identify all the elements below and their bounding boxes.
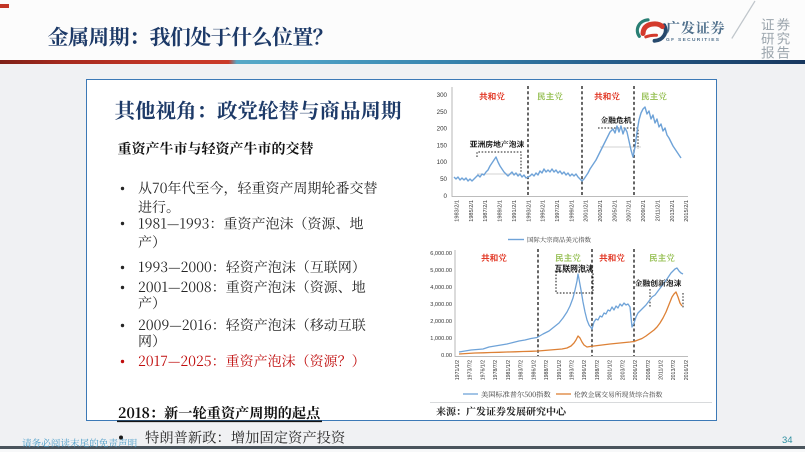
svg-text:200: 200 — [437, 126, 448, 133]
svg-text:2013/2/1: 2013/2/1 — [670, 200, 676, 222]
svg-text:2013/7/2: 2013/7/2 — [671, 360, 677, 380]
svg-text:5,000.00: 5,000.00 — [430, 268, 452, 274]
svg-text:34: 34 — [782, 435, 793, 446]
svg-text:1996/1/2: 1996/1/2 — [582, 360, 588, 380]
svg-text:1,000.00: 1,000.00 — [430, 336, 452, 342]
svg-text:150: 150 — [437, 142, 448, 149]
svg-text:2009/2/1: 2009/2/1 — [641, 200, 647, 222]
svg-text:GF SECURITIES: GF SECURITIES — [666, 37, 720, 43]
svg-text:1993/7/2: 1993/7/2 — [569, 360, 575, 380]
svg-text:2008/7/2: 2008/7/2 — [646, 360, 652, 380]
svg-text:1986/1/2: 1986/1/2 — [531, 360, 537, 380]
svg-text:1983/7/2: 1983/7/2 — [519, 360, 525, 380]
svg-text:2,000.00: 2,000.00 — [430, 319, 452, 325]
svg-text:2007/2/1: 2007/2/1 — [627, 200, 633, 222]
svg-text:2003/7/2: 2003/7/2 — [620, 360, 626, 380]
svg-text:2001/2/1: 2001/2/1 — [584, 200, 590, 222]
svg-text:1998/7/2: 1998/7/2 — [595, 360, 601, 380]
svg-text:1973/7/2: 1973/7/2 — [468, 360, 474, 380]
svg-text:0: 0 — [444, 193, 448, 200]
svg-text:1995/2/1: 1995/2/1 — [541, 200, 547, 222]
svg-text:1991/2/1: 1991/2/1 — [512, 200, 518, 222]
svg-text:1989/2/1: 1989/2/1 — [498, 200, 504, 222]
svg-text:1983/2/1: 1983/2/1 — [455, 200, 461, 222]
svg-text:2011/1/2: 2011/1/2 — [659, 360, 665, 380]
svg-text:300: 300 — [437, 92, 448, 99]
svg-text:1997/2/1: 1997/2/1 — [555, 200, 561, 222]
svg-text:1991/1/2: 1991/1/2 — [557, 360, 563, 380]
svg-text:2011/2/1: 2011/2/1 — [655, 200, 661, 221]
svg-text:1985/2/1: 1985/2/1 — [469, 200, 475, 222]
svg-text:250: 250 — [437, 109, 448, 116]
svg-text:4,000.00: 4,000.00 — [430, 285, 452, 291]
svg-text:3,000.00: 3,000.00 — [430, 302, 452, 308]
svg-text:6,000.00: 6,000.00 — [430, 251, 452, 257]
svg-text:0.00: 0.00 — [441, 353, 452, 359]
svg-text:1987/2/1: 1987/2/1 — [483, 200, 489, 222]
svg-text:2006/1/2: 2006/1/2 — [633, 360, 639, 380]
svg-text:2005/2/1: 2005/2/1 — [612, 200, 618, 222]
svg-text:1999/2/1: 1999/2/1 — [569, 200, 575, 222]
svg-text:1981/1/2: 1981/1/2 — [506, 360, 512, 380]
svg-text:2016/1/2: 2016/1/2 — [684, 360, 690, 380]
svg-text:2001/1/2: 2001/1/2 — [608, 360, 614, 380]
svg-text:1978/7/2: 1978/7/2 — [493, 360, 499, 380]
svg-text:2015/2/1: 2015/2/1 — [684, 200, 690, 222]
svg-text:1976/1/2: 1976/1/2 — [480, 360, 486, 380]
svg-text:100: 100 — [437, 159, 448, 166]
svg-text:1971/1/2: 1971/1/2 — [455, 360, 461, 380]
svg-text:1988/7/2: 1988/7/2 — [544, 360, 550, 380]
svg-text:50: 50 — [440, 176, 447, 183]
svg-text:2003/2/1: 2003/2/1 — [598, 200, 604, 222]
svg-text:1993/2/1: 1993/2/1 — [526, 200, 532, 222]
